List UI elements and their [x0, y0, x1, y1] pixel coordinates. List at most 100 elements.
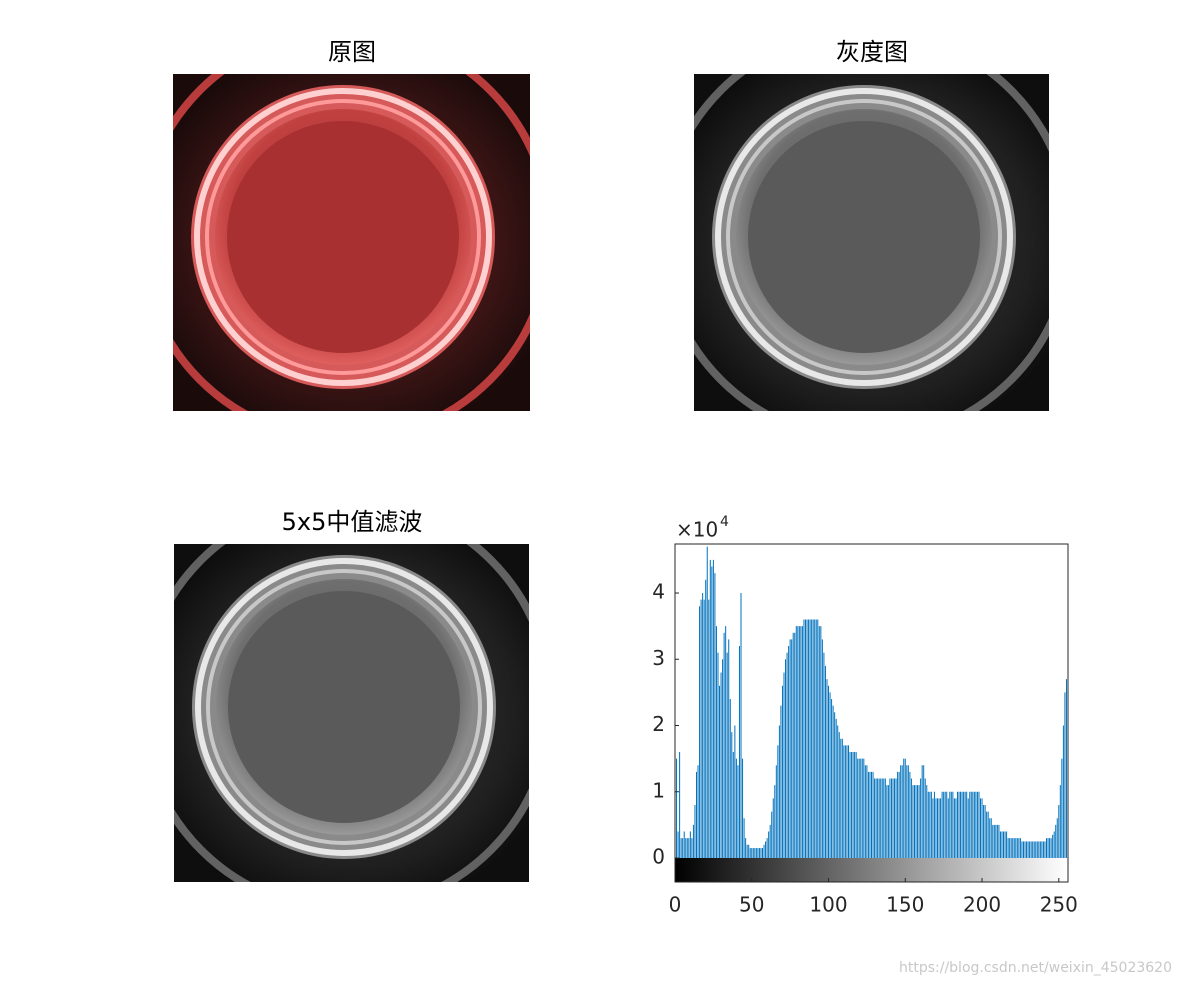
- bar: [932, 798, 934, 858]
- bar: [703, 599, 705, 858]
- bar: [1062, 725, 1064, 858]
- bar: [685, 838, 687, 858]
- bar: [1029, 841, 1031, 858]
- bar: [691, 838, 693, 858]
- bar: [1007, 838, 1009, 858]
- bar: [1021, 841, 1023, 858]
- bar: [774, 785, 776, 858]
- bar: [1050, 838, 1052, 858]
- bar: [752, 848, 754, 858]
- bar: [806, 619, 808, 858]
- bar: [722, 659, 724, 858]
- bar: [871, 771, 872, 858]
- bar: [838, 732, 840, 858]
- bar: [924, 778, 926, 858]
- bar: [947, 798, 949, 858]
- bar: [1032, 841, 1034, 858]
- bar: [963, 791, 965, 858]
- bar: [921, 765, 923, 858]
- bar: [729, 699, 731, 858]
- bar: [937, 798, 939, 858]
- bar: [1049, 838, 1051, 858]
- bar: [837, 725, 839, 858]
- bar: [989, 818, 991, 858]
- bar: [969, 791, 971, 858]
- bar: [679, 752, 681, 858]
- bar: [898, 771, 900, 858]
- bar: [797, 626, 799, 858]
- bar: [680, 838, 682, 858]
- bar: [1047, 838, 1049, 858]
- bar: [748, 844, 750, 858]
- bar: [714, 573, 716, 858]
- bar: [975, 791, 977, 858]
- bar: [683, 831, 685, 858]
- x-tick-label: 250: [1040, 893, 1078, 917]
- bar: [828, 685, 830, 858]
- bar: [818, 626, 820, 858]
- bar: [949, 791, 951, 858]
- bar: [889, 778, 891, 858]
- bar: [768, 831, 770, 858]
- bar: [863, 758, 865, 858]
- bar: [743, 818, 745, 858]
- bar: [886, 785, 888, 858]
- bar: [927, 791, 929, 858]
- bar: [1041, 841, 1043, 858]
- bar: [692, 824, 694, 858]
- bar: [772, 798, 774, 858]
- bar: [763, 844, 765, 858]
- bar: [912, 785, 914, 858]
- bar: [831, 699, 833, 858]
- y-tick-label: 4: [652, 580, 665, 604]
- bar: [978, 791, 980, 858]
- bar: [952, 791, 954, 858]
- y-tick-label: 2: [652, 712, 665, 736]
- x-tick-label: 50: [739, 893, 764, 917]
- y-multiplier: ×10: [676, 518, 718, 542]
- panel-title: 5x5中值滤波: [282, 508, 423, 536]
- bar: [993, 824, 995, 858]
- bar: [1052, 834, 1054, 858]
- bar: [751, 848, 753, 858]
- bar: [1013, 838, 1015, 858]
- bar: [771, 811, 773, 858]
- bar: [800, 626, 802, 858]
- bar: [702, 593, 704, 858]
- bar: [860, 758, 862, 858]
- bar: [777, 745, 779, 858]
- bar: [1038, 841, 1040, 858]
- bar: [766, 838, 768, 858]
- bar: [849, 752, 851, 858]
- bar: [987, 811, 989, 858]
- bar: [812, 619, 814, 858]
- bar: [866, 765, 868, 858]
- bar: [804, 619, 806, 858]
- bar: [723, 632, 725, 858]
- bar: [706, 546, 708, 858]
- bar: [785, 659, 787, 858]
- bar: [1046, 838, 1048, 858]
- x-tick-label: 0: [669, 893, 682, 917]
- bar: [1003, 831, 1005, 858]
- bar: [786, 652, 788, 858]
- bar: [915, 785, 917, 858]
- bar: [979, 798, 981, 858]
- bar: [731, 732, 733, 858]
- bar: [996, 824, 998, 858]
- bar: [760, 848, 762, 858]
- bar: [1055, 824, 1057, 858]
- median-filtered-image: [174, 544, 529, 882]
- bar: [769, 824, 771, 858]
- bar: [1001, 831, 1003, 858]
- watermark: https://blog.csdn.net/weixin_45023620: [899, 960, 1172, 976]
- bar: [754, 848, 756, 858]
- panel-title: 灰度图: [836, 38, 908, 66]
- bar: [892, 778, 894, 858]
- bar: [855, 752, 857, 858]
- bar: [869, 771, 871, 858]
- bar: [757, 848, 759, 858]
- bar: [903, 758, 905, 858]
- bar: [995, 824, 997, 858]
